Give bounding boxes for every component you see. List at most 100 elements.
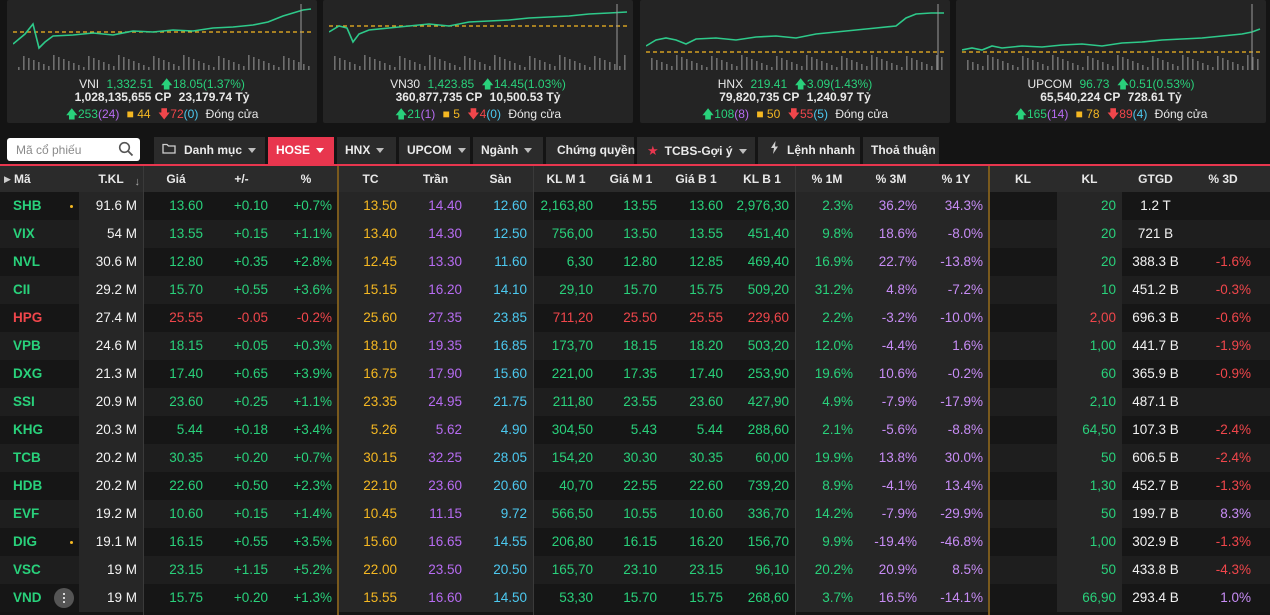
tab-warrants[interactable]: Chứng quyền: [546, 137, 635, 164]
table-row[interactable]: SSI 20.9 M 23.60 +0.25 +1.1% 23.35 24.95 21.75 2…: [0, 388, 1270, 416]
volume-bar: [726, 62, 728, 70]
cell-symbol[interactable]: SSI: [13, 394, 35, 409]
volume-bar: [514, 63, 516, 70]
header-kl-a[interactable]: KL: [989, 166, 1057, 192]
cell-symbol[interactable]: VSC: [13, 562, 41, 577]
volume-unit: CP: [465, 90, 483, 104]
cell-symbol[interactable]: DXG: [13, 366, 43, 381]
header-symbol[interactable]: Mã ▶: [0, 166, 79, 192]
table-row[interactable]: HPG 27.4 M 25.55 -0.05 -0.2% 25.60 27.35 23.85 7…: [0, 304, 1270, 332]
header-total-volume[interactable]: T.KL ↓: [79, 166, 143, 192]
cell-symbol[interactable]: DIG: [13, 534, 38, 549]
unchanged-icon: ■: [1075, 107, 1083, 121]
header-change-1m[interactable]: % 1M: [795, 166, 859, 192]
cell-change: +0.20: [233, 450, 268, 465]
cell-ceiling: 24.95: [403, 388, 468, 416]
cell-symbol[interactable]: HPG: [13, 310, 43, 325]
cell-symbol[interactable]: VIX: [13, 226, 35, 241]
cell-price: 12.80: [169, 254, 203, 269]
more-options-icon[interactable]: [54, 588, 74, 608]
tab-upcom[interactable]: UPCOM: [399, 137, 470, 164]
header-change-3d[interactable]: % 3D: [1189, 166, 1257, 192]
cell-symbol[interactable]: NVL: [13, 254, 40, 269]
index-panel-vn30[interactable]: VN30 1,423.85 🡅14.45(1.03%) 360,877,735 …: [323, 0, 633, 123]
cell-symbol[interactable]: KHG: [13, 422, 43, 437]
tab-hnx[interactable]: HNX: [337, 137, 396, 164]
index-panels: VNI 1,332.51 🡅18.05(1.37%) 1,028,135,655…: [0, 0, 1270, 125]
cell-ceiling: 19.35: [403, 332, 468, 360]
cell-price: 22.60: [169, 478, 203, 493]
table-row[interactable]: SHB 91.6 M 13.60 +0.10 +0.7% 13.50 14.40 12.60 2…: [0, 192, 1270, 220]
tab-industry[interactable]: Ngành: [473, 137, 543, 164]
header-gtgd[interactable]: GTGD: [1122, 166, 1189, 192]
cell-total-volume: 19 M: [79, 556, 143, 584]
cell-symbol[interactable]: VND: [13, 590, 42, 605]
down-arrow-icon: 🡇: [1106, 107, 1120, 121]
cell-bid-price: 5.43: [630, 422, 657, 437]
tab-tcbs-suggest[interactable]: ★ TCBS-Gợi ý: [637, 137, 755, 164]
tab-negotiated[interactable]: Thoả thuận: [863, 137, 939, 164]
down-arrow-icon: 🡇: [467, 107, 480, 121]
table-row[interactable]: DXG 21.3 M 17.40 +0.65 +3.9% 16.75 17.90 15.60 2…: [0, 360, 1270, 388]
volume-bar: [1027, 58, 1029, 70]
volume-bar: [489, 66, 491, 70]
index-volume: 79,820,735: [719, 90, 780, 104]
cell-symbol[interactable]: TCB: [13, 450, 41, 465]
table-row[interactable]: KHG 20.3 M 5.44 +0.18 +3.4% 5.26 5.62 4.90 304,5…: [0, 416, 1270, 444]
stock-search-input[interactable]: Mã cổ phiếu: [7, 138, 140, 161]
header-change-3m[interactable]: % 3M: [859, 166, 923, 192]
volume-bar: [1052, 55, 1054, 70]
table-row[interactable]: VPB 24.6 M 18.15 +0.05 +0.3% 18.10 19.35 16.85 1…: [0, 332, 1270, 360]
index-panel-vni[interactable]: VNI 1,332.51 🡅18.05(1.37%) 1,028,135,655…: [7, 0, 317, 123]
sort-desc-icon[interactable]: ↓: [134, 176, 141, 188]
tab-quick-order[interactable]: Lệnh nhanh: [758, 137, 860, 164]
cell-bid-price: 30.30: [623, 450, 657, 465]
header-floor[interactable]: Sàn: [468, 166, 533, 192]
index-volume-line: 1,028,135,655 CP 23,179.74 Tỷ: [7, 90, 317, 104]
cell-reference: 30.15: [338, 444, 403, 472]
search-icon[interactable]: [118, 141, 134, 160]
header-bid-price[interactable]: Giá M 1: [599, 166, 663, 192]
volume-bar: [399, 56, 401, 70]
volume-bar: [469, 58, 471, 70]
tab-watchlist[interactable]: Danh mục: [154, 137, 265, 164]
cell-symbol[interactable]: HDB: [13, 478, 43, 493]
cell-percent: -0.2%: [296, 310, 332, 325]
header-kl-b[interactable]: KL: [1057, 166, 1122, 192]
cell-symbol[interactable]: VPB: [13, 338, 41, 353]
cell-symbol[interactable]: CII: [13, 282, 31, 297]
header-bid-volume[interactable]: KL M 1: [533, 166, 599, 192]
header-ask-price[interactable]: Giá B 1: [663, 166, 729, 192]
header-ask-volume[interactable]: KL B 1: [729, 166, 795, 192]
table-row[interactable]: DIG 19.1 M 16.15 +0.55 +3.5% 15.60 16.65 14.55 2…: [0, 528, 1270, 556]
volume-bar: [801, 66, 803, 70]
table-row[interactable]: EVF 19.2 M 10.60 +0.15 +1.4% 10.45 11.15 9.72 56…: [0, 500, 1270, 528]
table-row[interactable]: HDB 20.2 M 22.60 +0.50 +2.3% 22.10 23.60 20.60 4…: [0, 472, 1270, 500]
volume-bar: [454, 65, 456, 70]
table-row[interactable]: TCB 20.2 M 30.35 +0.20 +0.7% 30.15 32.25 28.05 1…: [0, 444, 1270, 472]
volume-bar: [369, 57, 371, 70]
volume-bar: [761, 63, 763, 70]
cell-reference: 13.40: [338, 220, 403, 248]
tab-hose[interactable]: HOSE: [268, 137, 334, 164]
cell-symbol[interactable]: EVF: [13, 506, 40, 521]
index-breadth-line: 🡅21(1) ■ 5 🡇4(0) Đóng cửa: [323, 105, 633, 126]
header-reference[interactable]: TC: [338, 166, 403, 192]
table-row[interactable]: CII 29.2 M 15.70 +0.55 +3.6% 15.15 16.20 14.10 2…: [0, 276, 1270, 304]
table-row[interactable]: VIX 54 M 13.55 +0.15 +1.1% 13.40 14.30 12.50 756…: [0, 220, 1270, 248]
table-row[interactable]: NVL 30.6 M 12.80 +0.35 +2.8% 12.45 13.30 11.60 6…: [0, 248, 1270, 276]
table-row[interactable]: VND 19 M 15.75 +0.20 +1.3% 15.55 16.60 14.50 53,…: [0, 584, 1270, 612]
volume-bar: [183, 55, 185, 70]
cell-change-1m: 20.2%: [795, 556, 859, 584]
index-intraday-chart: [962, 4, 1262, 70]
header-change-1y[interactable]: % 1Y: [923, 166, 989, 192]
header-price[interactable]: Giá: [143, 166, 209, 192]
cell-symbol[interactable]: SHB: [13, 198, 42, 213]
header-change[interactable]: +/-: [209, 166, 274, 192]
header-ceiling[interactable]: Trần: [403, 166, 468, 192]
index-panel-hnx[interactable]: HNX 219.41 🡅3.09(1.43%) 79,820,735 CP 1,…: [640, 0, 950, 123]
index-panel-upcom[interactable]: UPCOM 96.73 🡅0.51(0.53%) 65,540,224 CP 7…: [956, 0, 1266, 123]
table-row[interactable]: VSC 19 M 23.15 +1.15 +5.2% 22.00 23.50 20.50 165…: [0, 556, 1270, 584]
header-percent[interactable]: %: [274, 166, 338, 192]
volume-bar: [18, 67, 20, 70]
